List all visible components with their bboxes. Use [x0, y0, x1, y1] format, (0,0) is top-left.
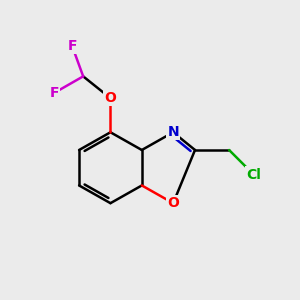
Text: O: O	[167, 196, 179, 210]
Text: F: F	[68, 39, 77, 53]
Text: F: F	[50, 86, 59, 100]
Text: N: N	[167, 125, 179, 139]
Text: Cl: Cl	[246, 167, 261, 182]
Text: O: O	[104, 91, 116, 105]
